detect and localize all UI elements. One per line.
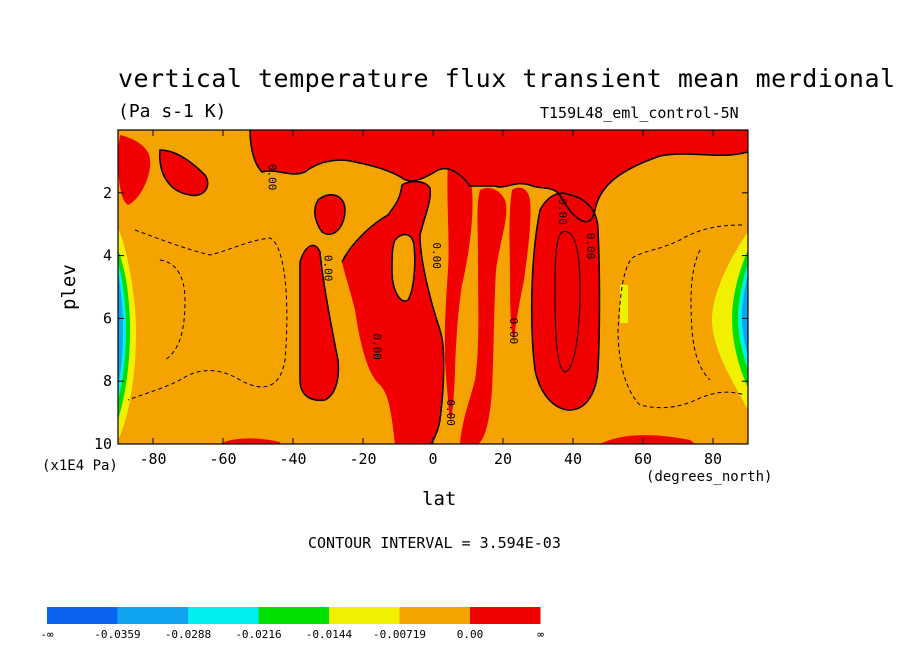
x-tick-label: 20 <box>494 450 512 468</box>
colorbar-labels: -∞ -0.0359 -0.0288 -0.0216 -0.0144 -0.00719 0.… <box>40 628 544 641</box>
y-tick-label: 4 <box>103 247 112 265</box>
zero-contours <box>159 130 748 444</box>
x-ticks: -80 -60 -40 -20 0 20 40 60 80 <box>139 130 722 468</box>
field-pos-sw-1 <box>118 135 151 205</box>
colorbar-swatch <box>329 607 400 624</box>
zero-contour-sw2 <box>159 149 209 197</box>
contour-label: 0.00 <box>371 333 384 360</box>
contour-label: 0.00 <box>322 255 335 282</box>
colorbar-label: ∞ <box>537 628 544 641</box>
filled-contours <box>118 130 748 444</box>
negative-contours <box>127 224 746 409</box>
colorbar-swatch <box>188 607 259 624</box>
contour-label: 0.00 <box>430 242 443 269</box>
field-neg-patch <box>620 285 628 323</box>
run-label: T159L48_eml_control-5N <box>540 104 739 122</box>
y-tick-label: 8 <box>103 372 112 390</box>
field-pos-sw-3 <box>314 194 345 235</box>
field-pos-bottom-1 <box>220 438 280 444</box>
colorbar-label: -∞ <box>40 628 54 641</box>
contour-label: 0.00 <box>556 198 569 225</box>
zero-contour-40n <box>530 192 601 411</box>
contour-label: 0.00 <box>584 233 597 260</box>
zero-contour-top <box>249 130 748 223</box>
colorbar-label: -0.0288 <box>165 628 211 641</box>
colorbar-label: 0.00 <box>457 628 484 641</box>
colorbar-swatch <box>399 607 470 624</box>
colorbar-swatch <box>47 607 118 624</box>
y-tick-label: 2 <box>103 184 112 202</box>
field-pos-central <box>342 181 444 444</box>
y-ticks: 2 4 6 8 10 <box>94 184 748 453</box>
y-axis-units: (x1E4 Pa) <box>42 458 118 474</box>
pos-contour-40n-inner <box>554 231 581 373</box>
x-tick-label: 80 <box>704 450 722 468</box>
x-tick-label: -20 <box>349 450 376 468</box>
field-pos-top <box>250 130 748 222</box>
zero-contour-central <box>341 180 445 444</box>
zero-contour-tongue <box>299 244 340 402</box>
neg-contour-south <box>127 229 288 401</box>
field-pos-20n <box>509 187 531 340</box>
colorbar-swatch <box>117 607 188 624</box>
contour-label: 0.00 <box>444 399 457 426</box>
colorbar <box>47 607 541 624</box>
field-hole-central <box>392 234 415 301</box>
colorbar-label: -0.0144 <box>306 628 353 641</box>
x-tick-label: 60 <box>634 450 652 468</box>
x-tick-label: -80 <box>139 450 166 468</box>
y-tick-label: 6 <box>103 309 112 327</box>
neg-contour-north <box>617 224 746 409</box>
colorbar-swatch <box>258 607 329 624</box>
zero-contour-hole <box>391 233 416 302</box>
units-label: (Pa s-1 K) <box>118 101 227 122</box>
y-tick-label: 10 <box>94 435 112 453</box>
contour-label: 0.00 <box>507 318 520 345</box>
x-tick-label: 0 <box>428 450 437 468</box>
contour-label: 0.00 <box>266 164 279 191</box>
x-tick-label: -60 <box>209 450 236 468</box>
zero-contour-sw3 <box>314 194 346 235</box>
x-axis-label: lat <box>422 488 457 510</box>
colorbar-label: -0.00719 <box>373 628 426 641</box>
field-pos-40n <box>531 193 600 410</box>
colorbar-label: -0.0216 <box>235 628 281 641</box>
x-axis-units: (degrees_north) <box>646 469 773 485</box>
colorbar-swatch <box>470 607 541 624</box>
x-tick-label: -40 <box>279 450 306 468</box>
colorbar-label: -0.0359 <box>94 628 140 641</box>
field-pos-5n <box>460 188 507 444</box>
neg-contour-north-inner <box>690 249 711 381</box>
field-neg-south-4 <box>118 270 123 385</box>
field-pos-sw-2 <box>159 150 208 196</box>
x-tick-label: 40 <box>564 450 582 468</box>
field-pos-bottom-2 <box>600 435 695 444</box>
chart-title: vertical temperature flux transient mean… <box>118 64 896 93</box>
contour-labels: 0.00 0.00 0.00 0.00 0.00 0.00 0.00 0.00 <box>266 164 598 426</box>
contour-interval: CONTOUR INTERVAL = 3.594E-03 <box>308 534 561 552</box>
field-pos-equator <box>444 160 473 420</box>
neg-contour-south-inner <box>159 259 186 361</box>
field-pos-tongue-1 <box>300 245 339 401</box>
field-neg-north-4 <box>742 272 748 356</box>
